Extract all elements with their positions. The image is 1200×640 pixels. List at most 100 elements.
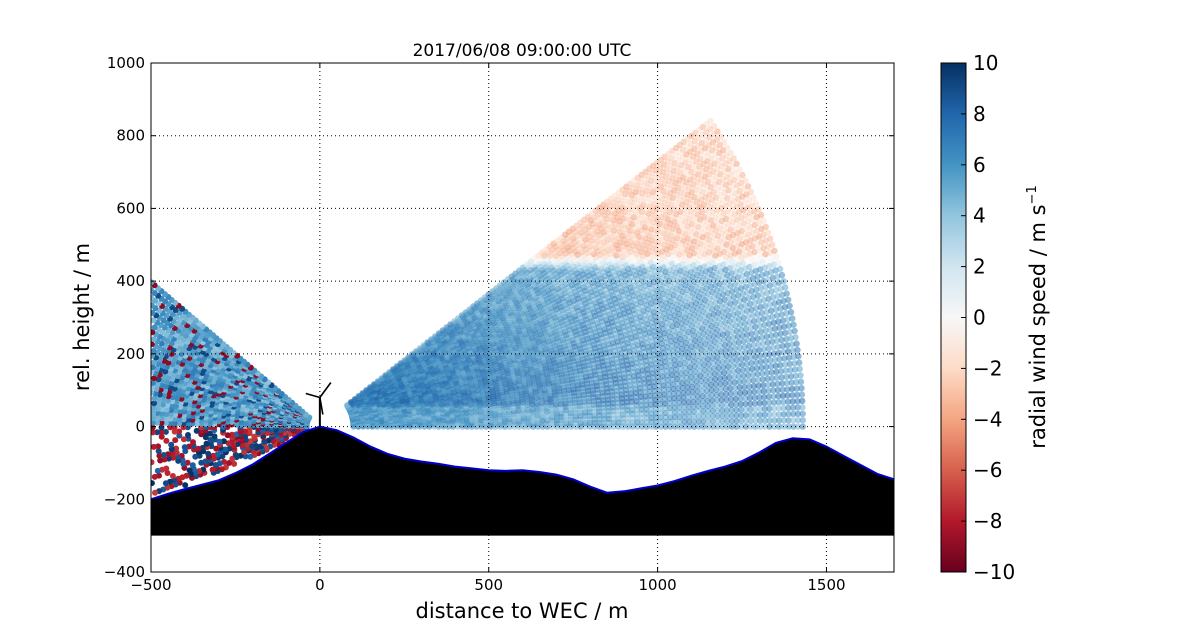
scan-point (736, 378, 743, 386)
scan-point (748, 360, 755, 367)
scan-point (662, 423, 669, 430)
scan-point (657, 414, 665, 421)
scan-point (686, 418, 693, 425)
scan-point (790, 353, 797, 361)
scan-point (798, 391, 806, 398)
scan-point (719, 423, 726, 430)
lidar-scan (151, 117, 806, 496)
scan-point (729, 362, 736, 370)
scan-point (767, 363, 775, 370)
scan-point (757, 211, 765, 219)
scan-point (785, 296, 792, 303)
scan-point (747, 423, 754, 430)
scan-point (690, 403, 697, 410)
scan-point (777, 362, 784, 369)
scan-point (681, 359, 688, 367)
scan-point (704, 397, 711, 404)
scan-point (707, 381, 715, 389)
scan-point (794, 398, 801, 405)
scan-point (750, 377, 757, 384)
scan-point (711, 370, 718, 378)
scan-point (745, 377, 752, 385)
scan-point (752, 417, 759, 424)
scan-point (793, 379, 800, 386)
scan-point (699, 392, 706, 400)
scan-point (686, 413, 693, 420)
scan-point (781, 355, 788, 362)
scan-point (724, 144, 731, 151)
scan-point (784, 398, 792, 405)
scan-point (690, 398, 697, 405)
scan-point (742, 400, 749, 408)
scan-point (794, 346, 801, 354)
scan-point (709, 407, 716, 415)
scan-point (764, 375, 771, 383)
scan-point (780, 411, 787, 418)
scan-point (690, 423, 698, 430)
scan-point (675, 390, 682, 397)
scan-point (716, 375, 724, 382)
scan-point (719, 412, 726, 420)
scan-point (755, 388, 763, 395)
scan-point (767, 357, 774, 364)
scan-point (747, 354, 754, 361)
scan-point (790, 423, 797, 430)
scan-point (728, 412, 735, 419)
scan-point (723, 407, 731, 414)
scan-point (662, 414, 669, 421)
scan-point (666, 395, 673, 402)
scan-point (784, 386, 791, 393)
scan-point (760, 393, 768, 401)
scan-point (795, 353, 802, 360)
scan-point (780, 404, 787, 412)
scan-point (683, 379, 691, 386)
scan-point (780, 398, 787, 406)
scan-point (667, 414, 674, 421)
scan-point (792, 334, 799, 341)
scan-point (704, 407, 712, 415)
scan-point (759, 376, 766, 383)
scan-point (763, 369, 771, 377)
scan-point (728, 351, 735, 359)
scan-point (746, 383, 753, 390)
scan-point (775, 392, 782, 400)
scan-point (779, 342, 786, 350)
scan-point (765, 387, 772, 394)
scan-point (761, 405, 768, 413)
scan-point (774, 386, 782, 394)
scan-point (688, 378, 695, 386)
scan-point (694, 393, 701, 400)
scan-point (761, 411, 769, 418)
scan-point (690, 418, 698, 425)
scan-point (737, 406, 745, 413)
scan-point (731, 384, 739, 392)
scan-point (705, 423, 712, 430)
scan-point (787, 373, 795, 380)
scan-point (763, 363, 770, 371)
scan-point (661, 400, 669, 407)
scan-point (741, 383, 748, 391)
scan-point (742, 412, 750, 419)
scan-point (762, 357, 769, 365)
scan-point (671, 399, 678, 407)
scan-point (733, 356, 740, 363)
scan-point (661, 395, 668, 403)
scan-point (723, 412, 731, 419)
scan-point (685, 408, 693, 416)
scan-point (794, 417, 802, 424)
scan-point (775, 259, 782, 267)
scan-point (723, 418, 731, 425)
scan-point (751, 347, 758, 355)
scan-point (782, 284, 789, 291)
scan-point (676, 418, 684, 425)
scan-point (662, 418, 669, 426)
scan-point (793, 385, 800, 392)
scan-point (739, 171, 746, 179)
scan-point (776, 355, 783, 363)
scan-point (709, 397, 716, 404)
scan-point (762, 223, 769, 231)
scan-point (713, 391, 720, 399)
scan-point (769, 241, 776, 248)
scan-point (746, 394, 754, 402)
